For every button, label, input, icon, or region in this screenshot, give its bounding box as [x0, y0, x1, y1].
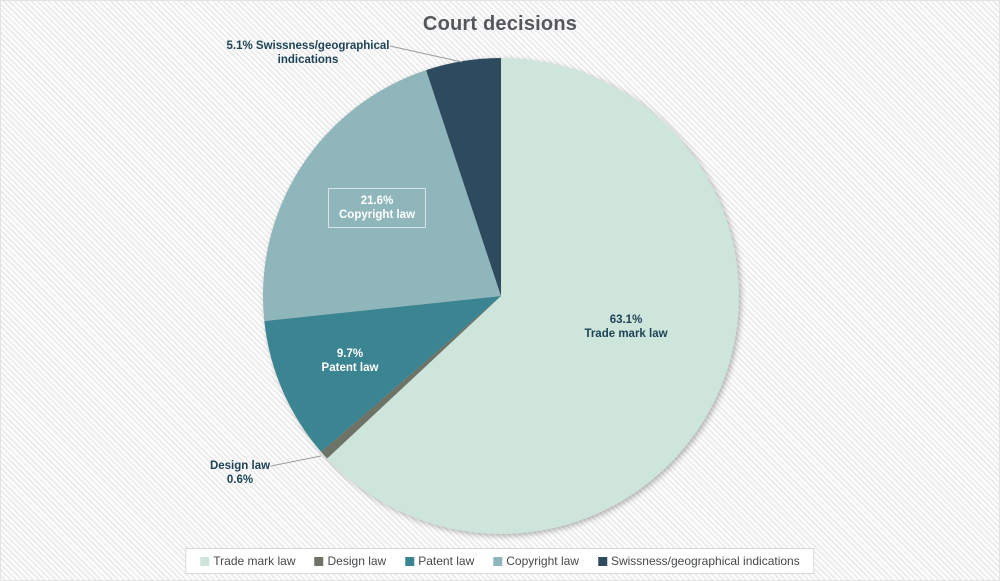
label-trade-mark-law-name: Trade mark law [584, 328, 668, 340]
label-design-law-name: Design law [209, 460, 271, 472]
legend-swatch-trade-mark-law [200, 556, 210, 566]
legend-swatch-swissness-geographical-indications [597, 556, 607, 566]
label-swissness-line2: indications [277, 54, 339, 66]
legend-label-patent-law: Patent law [418, 554, 475, 568]
label-trade-mark-law: 63.1% Trade mark law [584, 313, 667, 341]
label-copyright-law-pct: 21.6% [360, 195, 394, 207]
label-copyright-law: 21.6% Copyright law [327, 188, 427, 228]
leader-line-swissness [389, 45, 463, 63]
legend-swatch-design-law [314, 556, 324, 566]
label-design-law-pct: 0.6% [226, 474, 254, 486]
legend-swatch-copyright-law [493, 556, 503, 566]
legend-label-copyright-law: Copyright law [506, 554, 579, 568]
legend-item-design-law[interactable]: Design law [314, 554, 387, 568]
pie-slice-patent-law[interactable] [264, 296, 501, 452]
pie-slice-design-law[interactable] [321, 296, 501, 459]
pie-slice-copyright-law[interactable] [262, 70, 501, 321]
legend-item-copyright-law[interactable]: Copyright law [493, 554, 579, 568]
legend-item-swissness-geographical-indications[interactable]: Swissness/geographical indications [597, 554, 800, 568]
pie-slice-trade-mark-law[interactable] [327, 58, 740, 534]
label-swissness-line1: 5.1% Swissness/geographical [226, 40, 390, 52]
legend-label-trade-mark-law: Trade mark law [213, 554, 296, 568]
leader-line-design-law [270, 455, 322, 467]
label-trade-mark-law-pct: 63.1% [609, 314, 643, 326]
chart-title: Court decisions [422, 13, 578, 35]
legend-label-swissness-geographical-indications: Swissness/geographical indications [610, 554, 800, 568]
leader-lines-group [270, 45, 463, 467]
label-patent-law-name: Patent law [321, 362, 379, 374]
pie-slices-group [262, 58, 740, 534]
legend-item-trade-mark-law[interactable]: Trade mark law [200, 554, 296, 568]
legend-label-design-law: Design law [327, 554, 387, 568]
label-swissness: 5.1% Swissness/geographical indications [227, 39, 390, 67]
label-copyright-law-name: Copyright law [338, 209, 416, 221]
label-design-law: Design law 0.6% [210, 459, 270, 487]
legend: Trade mark law Design law Patent law Copyri… [185, 548, 815, 574]
label-patent-law-pct: 9.7% [336, 348, 364, 360]
pie-slice-swissness-geographical-indications[interactable] [426, 58, 501, 296]
label-patent-law: 9.7% Patent law [322, 347, 379, 375]
legend-swatch-patent-law [405, 556, 415, 566]
legend-item-patent-law[interactable]: Patent law [405, 554, 474, 568]
